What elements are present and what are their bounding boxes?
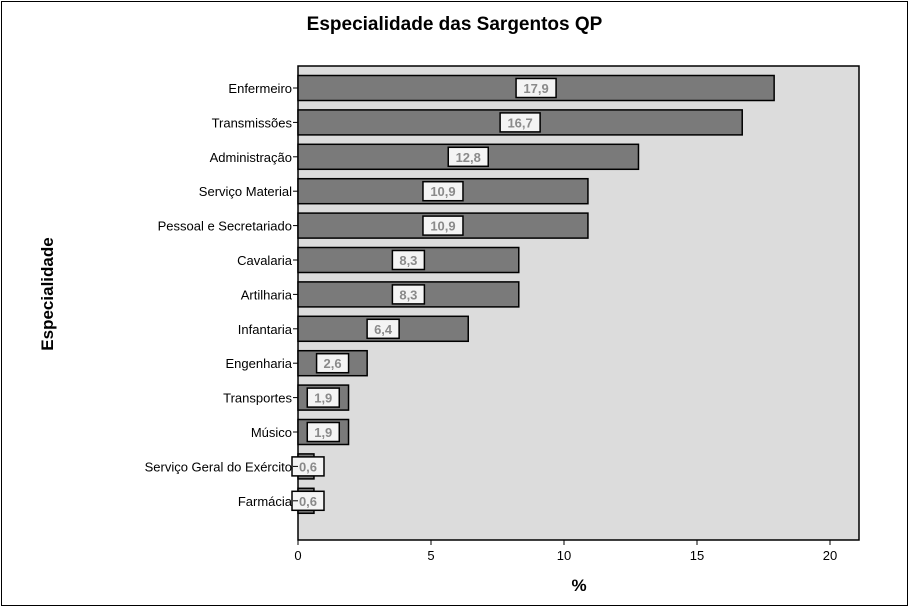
data-label-box xyxy=(306,421,341,443)
category-label: Transportes xyxy=(223,391,292,406)
data-label: 2,6 xyxy=(324,356,342,371)
data-label: 10,9 xyxy=(430,184,455,199)
data-label: 1,9 xyxy=(314,425,332,440)
data-label-box xyxy=(291,456,325,477)
category-label: Engenharia xyxy=(226,356,293,371)
data-label: 0,6 xyxy=(299,494,317,509)
data-label: 6,4 xyxy=(374,322,393,337)
x-axis-label: % xyxy=(571,576,587,595)
data-label-box xyxy=(422,215,464,236)
category-label: Cavalaria xyxy=(237,253,293,268)
category-label: Serviço Geral do Exército xyxy=(145,459,292,474)
category-label: Artilharia xyxy=(241,287,293,302)
category-label: Serviço Material xyxy=(199,184,292,199)
y-axis: Enfermeiro Transmissões Administração Servi… xyxy=(145,81,298,509)
category-label: Administração xyxy=(210,150,292,165)
data-label: 8,3 xyxy=(399,287,417,302)
data-label-box xyxy=(422,180,464,202)
category-label: Músico xyxy=(251,425,292,440)
data-label: 12,8 xyxy=(456,150,481,165)
data-label-box xyxy=(499,112,541,133)
data-label-box xyxy=(391,249,426,271)
data-label-box xyxy=(306,387,341,408)
category-label: Enfermeiro xyxy=(228,81,292,96)
data-label: 17,9 xyxy=(523,81,548,96)
x-axis: 0 5 10 15 20 xyxy=(294,540,837,563)
x-tick-label: 15 xyxy=(690,548,704,563)
chart-title: Especialidade das Sargentos QP xyxy=(306,14,603,35)
data-label-box xyxy=(366,318,400,340)
x-tick-label: 20 xyxy=(823,548,837,563)
x-tick-label: 0 xyxy=(294,548,301,563)
data-label-box xyxy=(291,490,325,512)
data-label-box xyxy=(515,77,557,99)
category-label: Farmácia xyxy=(238,494,293,509)
data-label: 1,9 xyxy=(314,391,332,406)
data-label-box xyxy=(315,352,350,374)
data-label: 8,3 xyxy=(399,253,417,268)
data-label: 10,9 xyxy=(430,219,455,234)
x-tick-label: 10 xyxy=(557,548,571,563)
category-label: Infantaria xyxy=(238,322,293,337)
bars-group: 17,9 16,7 12,8 10,9 10,9 8,3 8,3 6,4 2,6 1,9 1,9 0,… xyxy=(291,74,775,515)
data-label: 0,6 xyxy=(299,459,317,474)
category-label: Transmissões xyxy=(212,115,293,130)
category-label: Pessoal e Secretariado xyxy=(158,219,292,234)
data-label: 16,7 xyxy=(507,115,532,130)
data-label-box xyxy=(391,284,426,305)
x-tick-label: 5 xyxy=(427,548,434,563)
data-label-box xyxy=(447,146,489,168)
